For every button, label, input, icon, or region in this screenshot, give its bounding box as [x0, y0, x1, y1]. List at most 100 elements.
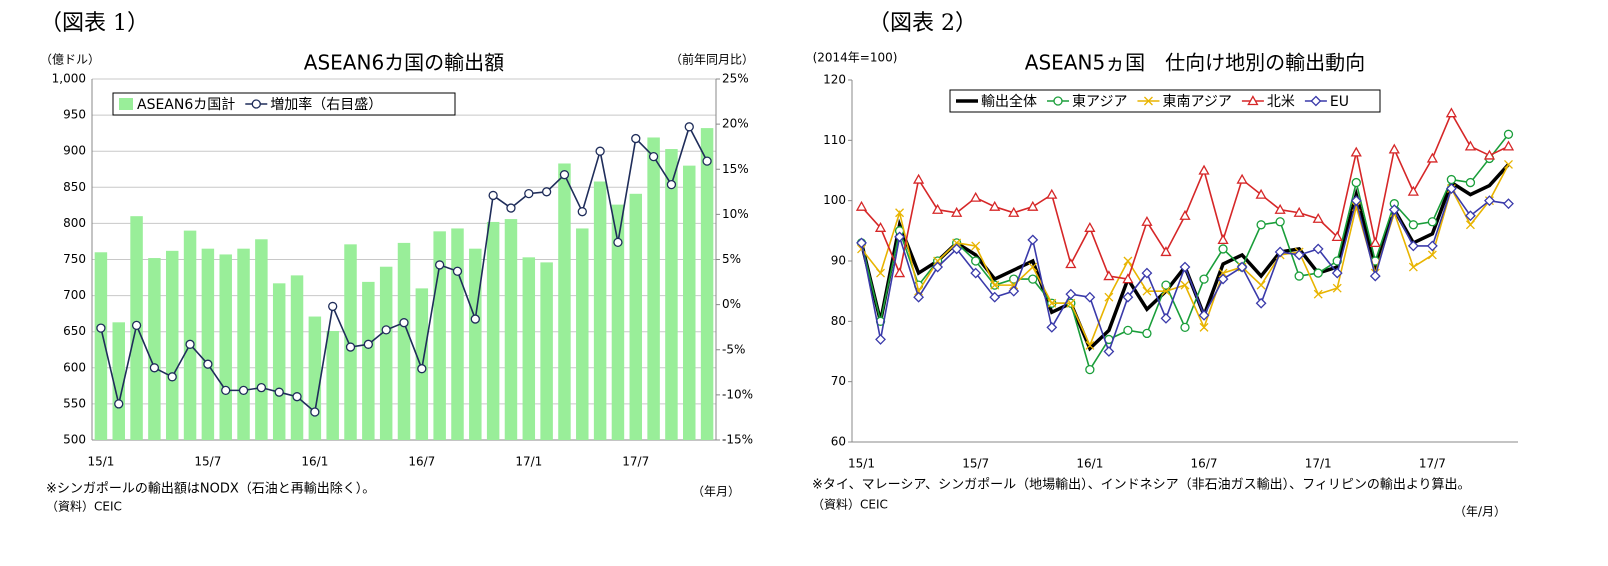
- marker: [913, 291, 925, 303]
- marker: [1103, 270, 1115, 281]
- marker: [292, 392, 302, 402]
- legend-label: EU: [1330, 94, 1349, 110]
- marker: [1218, 268, 1228, 278]
- chart-title: ASEAN6カ国の輸出額: [304, 51, 504, 75]
- marker: [595, 146, 605, 156]
- marker: [1179, 209, 1191, 220]
- marker: [1142, 328, 1152, 339]
- marker: [1236, 261, 1248, 273]
- marker: [1350, 146, 1362, 157]
- y2-axis-label: （前年同月比）: [670, 52, 754, 67]
- marker: [1122, 291, 1134, 303]
- marker: [990, 280, 1000, 290]
- marker: [1065, 288, 1077, 300]
- marker: [559, 170, 570, 180]
- y-tick-label: 600: [63, 360, 86, 374]
- marker: [1199, 274, 1209, 284]
- legend-marker: [1143, 96, 1153, 106]
- bar: [469, 248, 482, 440]
- bar: [308, 316, 322, 440]
- marker: [1142, 286, 1152, 296]
- y2-tick-label: -5%: [722, 342, 745, 356]
- marker: [989, 200, 1001, 211]
- y-tick-label: 100: [823, 193, 846, 207]
- marker: [895, 208, 905, 218]
- bar: [344, 244, 357, 440]
- legend-marker: [1247, 95, 1259, 106]
- marker: [1256, 220, 1266, 230]
- bar: [379, 266, 393, 440]
- marker: [1275, 217, 1285, 227]
- y-tick-label: 750: [63, 252, 86, 266]
- marker: [1027, 234, 1039, 246]
- bar: [165, 250, 179, 440]
- marker: [1331, 231, 1343, 242]
- marker: [1160, 312, 1172, 324]
- marker: [1408, 220, 1418, 230]
- marker: [989, 291, 1001, 303]
- y-tick-label: 950: [63, 108, 86, 122]
- marker: [1313, 289, 1323, 299]
- marker: [470, 314, 480, 324]
- marker: [970, 191, 982, 202]
- marker: [1199, 322, 1209, 332]
- x-tick-label: 16/7: [1191, 457, 1218, 471]
- y-tick-label: 800: [63, 216, 86, 230]
- marker: [1218, 244, 1228, 254]
- bar: [593, 181, 607, 441]
- y2-tick-label: 25%: [722, 72, 749, 86]
- marker: [1427, 217, 1438, 227]
- legend-box: [112, 92, 456, 116]
- marker: [1217, 273, 1229, 285]
- y2-tick-label: -10%: [722, 387, 753, 401]
- marker: [238, 385, 249, 396]
- legend-label: 東アジア: [1072, 94, 1127, 110]
- marker: [435, 260, 445, 270]
- marker: [1388, 204, 1400, 216]
- marker: [1274, 246, 1286, 258]
- marker: [952, 238, 962, 248]
- figure-label: （図表 1）: [40, 11, 149, 36]
- y-tick-label: 70: [831, 374, 846, 388]
- marker: [1122, 273, 1134, 284]
- source: （資料）CEIC: [812, 498, 888, 512]
- marker: [1066, 298, 1076, 308]
- marker: [1408, 262, 1418, 272]
- marker: [971, 241, 981, 251]
- marker: [1465, 220, 1475, 230]
- bar: [629, 193, 643, 440]
- marker: [855, 200, 868, 211]
- x-tick-label: 15/7: [194, 455, 221, 469]
- marker: [857, 244, 866, 254]
- marker: [1331, 267, 1343, 279]
- marker: [1046, 188, 1058, 199]
- x-tick-label: 16/1: [1076, 457, 1103, 471]
- marker: [1445, 107, 1458, 118]
- marker: [613, 237, 623, 248]
- marker: [894, 231, 905, 243]
- marker: [149, 363, 160, 373]
- bar: [700, 128, 714, 440]
- bar: [665, 149, 678, 440]
- bar: [237, 248, 250, 440]
- marker: [1369, 270, 1381, 282]
- y-tick-label: 80: [831, 314, 846, 328]
- bar: [362, 281, 375, 440]
- legend-marker: [1053, 96, 1063, 106]
- marker: [1084, 221, 1096, 232]
- bar: [255, 239, 268, 440]
- legend-box: [949, 89, 1381, 113]
- bar: [451, 228, 464, 440]
- marker: [1465, 210, 1476, 222]
- y2-tick-label: 10%: [722, 207, 749, 221]
- marker: [1065, 258, 1077, 269]
- marker: [114, 399, 124, 409]
- x-tick-label: 16/7: [408, 455, 435, 469]
- marker: [328, 301, 338, 312]
- marker: [381, 325, 391, 335]
- marker: [1179, 261, 1191, 273]
- bar: [201, 248, 215, 440]
- marker: [1427, 250, 1437, 260]
- marker: [951, 206, 963, 217]
